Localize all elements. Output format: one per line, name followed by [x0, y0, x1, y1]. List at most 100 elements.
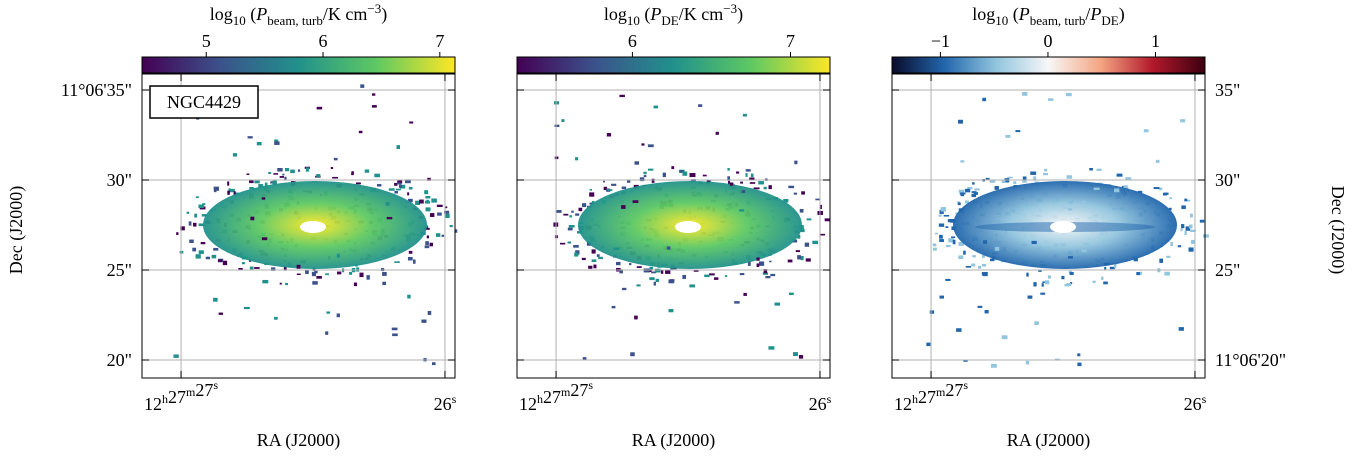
emission-speck	[360, 84, 365, 88]
emission-speck	[435, 233, 441, 237]
emission-speck	[800, 256, 804, 261]
emission-speck	[1109, 266, 1115, 270]
emission-speck	[407, 192, 410, 196]
emission-speck	[233, 191, 236, 196]
emission-speck	[967, 187, 973, 190]
label-part: )	[381, 4, 387, 25]
emission-speck	[249, 266, 254, 270]
emission-speck	[981, 271, 988, 276]
emission-speck	[649, 269, 652, 273]
emission-speck	[273, 173, 279, 175]
emission-speck	[973, 192, 979, 195]
emission-speck	[783, 198, 789, 203]
y-tick-label: 30"	[107, 170, 132, 190]
emission-speck	[1155, 159, 1160, 163]
emission-speck	[232, 153, 238, 157]
emission-speck	[421, 319, 427, 323]
emission-speck	[951, 236, 956, 239]
emission-speck	[222, 260, 228, 266]
emission-speck	[1101, 276, 1104, 280]
colorbar	[516, 56, 831, 74]
emission-speck	[938, 214, 942, 217]
emission-speck	[1136, 272, 1140, 276]
emission-speck	[1104, 266, 1107, 270]
emission-speck	[952, 239, 956, 245]
label-part: P	[1018, 4, 1030, 24]
emission-speck	[395, 188, 401, 191]
emission-speck	[198, 250, 204, 254]
emission-speck	[958, 241, 965, 246]
emission-speck	[989, 258, 995, 262]
emission-speck	[568, 224, 575, 228]
emission-speck	[709, 273, 715, 276]
emission-speck	[739, 273, 745, 276]
emission-speck	[400, 184, 406, 189]
emission-speck	[668, 309, 674, 313]
emission-speck	[971, 263, 976, 267]
emission-speck	[424, 190, 429, 195]
emission-speck	[396, 145, 400, 150]
plot-frame	[141, 73, 456, 379]
emission-speck	[254, 180, 260, 184]
emission-speck	[747, 261, 751, 266]
emission-speck	[662, 172, 666, 178]
emission-speck	[815, 198, 820, 201]
emission-speck	[554, 156, 559, 160]
emission-speck	[1030, 171, 1037, 175]
x-tick-label: 26s	[809, 392, 832, 414]
emission-speck	[758, 181, 765, 185]
emission-speck	[939, 209, 944, 214]
emission-speck	[192, 247, 197, 252]
emission-speck	[806, 218, 812, 221]
emission-speck	[734, 301, 740, 304]
emission-speck	[394, 190, 398, 194]
emission-speck	[1143, 129, 1149, 133]
emission-speck	[963, 250, 966, 255]
emission-speck	[285, 282, 288, 286]
emission-speck	[227, 181, 230, 186]
emission-speck	[1181, 224, 1185, 229]
emission-speck	[768, 346, 775, 350]
colorbar-tick-label: 7	[435, 31, 444, 51]
label-part: (	[1008, 4, 1019, 25]
emission-speck	[445, 206, 448, 209]
emission-speck	[227, 190, 230, 195]
emission-hole	[675, 221, 701, 233]
emission-speck	[740, 181, 743, 184]
emission-speck	[801, 191, 805, 195]
label-part: DE	[661, 13, 678, 28]
plot-frame	[516, 73, 831, 379]
emission-speck	[682, 171, 688, 176]
emission-speck	[632, 200, 639, 203]
x-tick-label: 12h27m27s	[519, 378, 593, 414]
emission-speck	[607, 189, 613, 191]
emission-speck	[1001, 179, 1006, 184]
emission-speck	[1158, 187, 1163, 191]
emission-speck	[264, 182, 268, 187]
emission-speck	[325, 331, 329, 335]
emission-speck	[653, 105, 658, 109]
emission-speck	[769, 260, 772, 263]
emission-speck	[394, 182, 398, 186]
emission-speck	[1202, 234, 1209, 238]
emission-speck	[325, 273, 329, 276]
label-part: )	[1119, 4, 1125, 25]
panel	[173, 84, 458, 366]
emission-speck	[958, 119, 963, 124]
emission-speck	[666, 246, 671, 250]
label-part: log	[972, 4, 995, 24]
emission-speck	[616, 261, 621, 266]
emission-speck	[613, 247, 620, 251]
label-part: (	[640, 4, 651, 25]
emission-speck	[429, 242, 433, 247]
y-tick-label: 30"	[1215, 170, 1240, 190]
emission-speck	[629, 263, 632, 266]
colorbar-tick-label: 0	[1043, 31, 1052, 51]
emission-speck	[985, 177, 990, 180]
emission-speck	[788, 185, 795, 189]
emission-speck	[598, 256, 603, 260]
emission-speck	[938, 223, 945, 227]
emission-speck	[770, 273, 776, 277]
emission-speck	[249, 180, 254, 184]
